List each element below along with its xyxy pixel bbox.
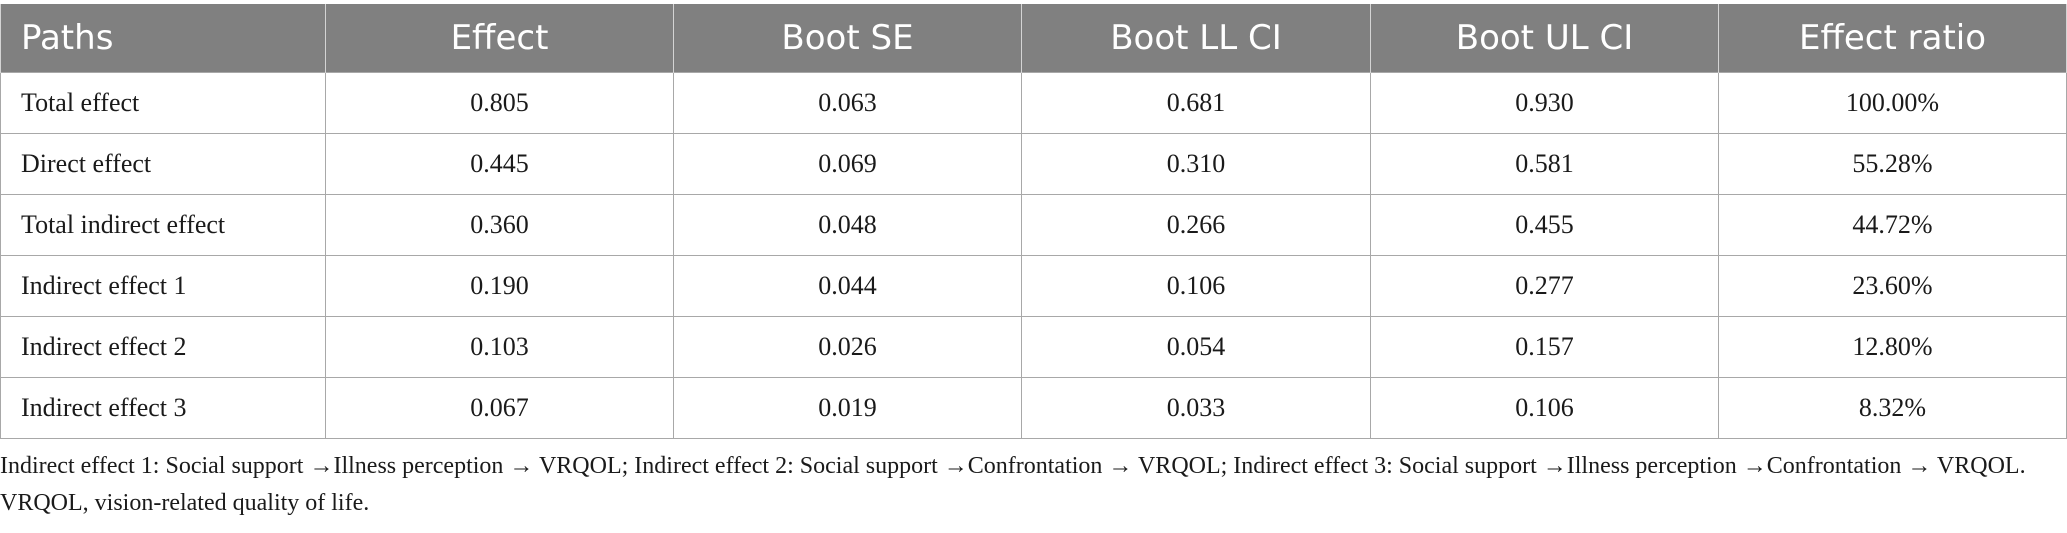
column-header-boot-ul-ci: Boot UL CI xyxy=(1370,4,1719,73)
cell-boot-ul-ci: 0.157 xyxy=(1370,316,1719,378)
cell-path: Indirect effect 2 xyxy=(0,316,326,378)
column-header-effect: Effect xyxy=(325,4,674,73)
cell-boot-se: 0.069 xyxy=(673,133,1022,195)
cell-path: Indirect effect 3 xyxy=(0,377,326,439)
cell-effect-ratio: 23.60% xyxy=(1718,255,2067,317)
cell-boot-se: 0.044 xyxy=(673,255,1022,317)
table-row: Total indirect effect 0.360 0.048 0.266 … xyxy=(0,194,2067,256)
cell-boot-ll-ci: 0.266 xyxy=(1021,194,1371,256)
table-header-row: Paths Effect Boot SE Boot LL CI Boot UL … xyxy=(0,4,2067,73)
cell-effect-ratio: 44.72% xyxy=(1718,194,2067,256)
cell-boot-se: 0.019 xyxy=(673,377,1022,439)
cell-effect: 0.067 xyxy=(325,377,674,439)
cell-path: Direct effect xyxy=(0,133,326,195)
cell-effect-ratio: 12.80% xyxy=(1718,316,2067,378)
cell-boot-se: 0.063 xyxy=(673,72,1022,134)
cell-boot-ul-ci: 0.930 xyxy=(1370,72,1719,134)
table-footnote: Indirect effect 1: Social support →Illne… xyxy=(0,453,2026,516)
table-row: Indirect effect 2 0.103 0.026 0.054 0.15… xyxy=(0,316,2067,378)
results-table-container: Paths Effect Boot SE Boot LL CI Boot UL … xyxy=(0,4,2067,439)
cell-effect: 0.360 xyxy=(325,194,674,256)
cell-effect-ratio: 55.28% xyxy=(1718,133,2067,195)
cell-boot-ll-ci: 0.681 xyxy=(1021,72,1371,134)
cell-boot-se: 0.048 xyxy=(673,194,1022,256)
cell-boot-ul-ci: 0.106 xyxy=(1370,377,1719,439)
cell-boot-ll-ci: 0.106 xyxy=(1021,255,1371,317)
cell-effect: 0.190 xyxy=(325,255,674,317)
cell-effect: 0.103 xyxy=(325,316,674,378)
cell-path: Total indirect effect xyxy=(0,194,326,256)
cell-boot-ll-ci: 0.310 xyxy=(1021,133,1371,195)
table-row: Indirect effect 1 0.190 0.044 0.106 0.27… xyxy=(0,255,2067,317)
cell-boot-ul-ci: 0.581 xyxy=(1370,133,1719,195)
cell-effect: 0.445 xyxy=(325,133,674,195)
column-header-paths: Paths xyxy=(0,4,326,73)
table-row: Indirect effect 3 0.067 0.019 0.033 0.10… xyxy=(0,377,2067,439)
cell-boot-ul-ci: 0.277 xyxy=(1370,255,1719,317)
cell-effect-ratio: 8.32% xyxy=(1718,377,2067,439)
cell-boot-ul-ci: 0.455 xyxy=(1370,194,1719,256)
cell-boot-se: 0.026 xyxy=(673,316,1022,378)
cell-effect-ratio: 100.00% xyxy=(1718,72,2067,134)
cell-path: Total effect xyxy=(0,72,326,134)
table-row: Direct effect 0.445 0.069 0.310 0.581 55… xyxy=(0,133,2067,195)
cell-boot-ll-ci: 0.033 xyxy=(1021,377,1371,439)
cell-path: Indirect effect 1 xyxy=(0,255,326,317)
table-row: Total effect 0.805 0.063 0.681 0.930 100… xyxy=(0,72,2067,134)
cell-effect: 0.805 xyxy=(325,72,674,134)
cell-boot-ll-ci: 0.054 xyxy=(1021,316,1371,378)
mediation-effects-table: Paths Effect Boot SE Boot LL CI Boot UL … xyxy=(0,4,2067,439)
column-header-boot-se: Boot SE xyxy=(673,4,1022,73)
column-header-effect-ratio: Effect ratio xyxy=(1718,4,2067,73)
column-header-boot-ll-ci: Boot LL CI xyxy=(1021,4,1371,73)
